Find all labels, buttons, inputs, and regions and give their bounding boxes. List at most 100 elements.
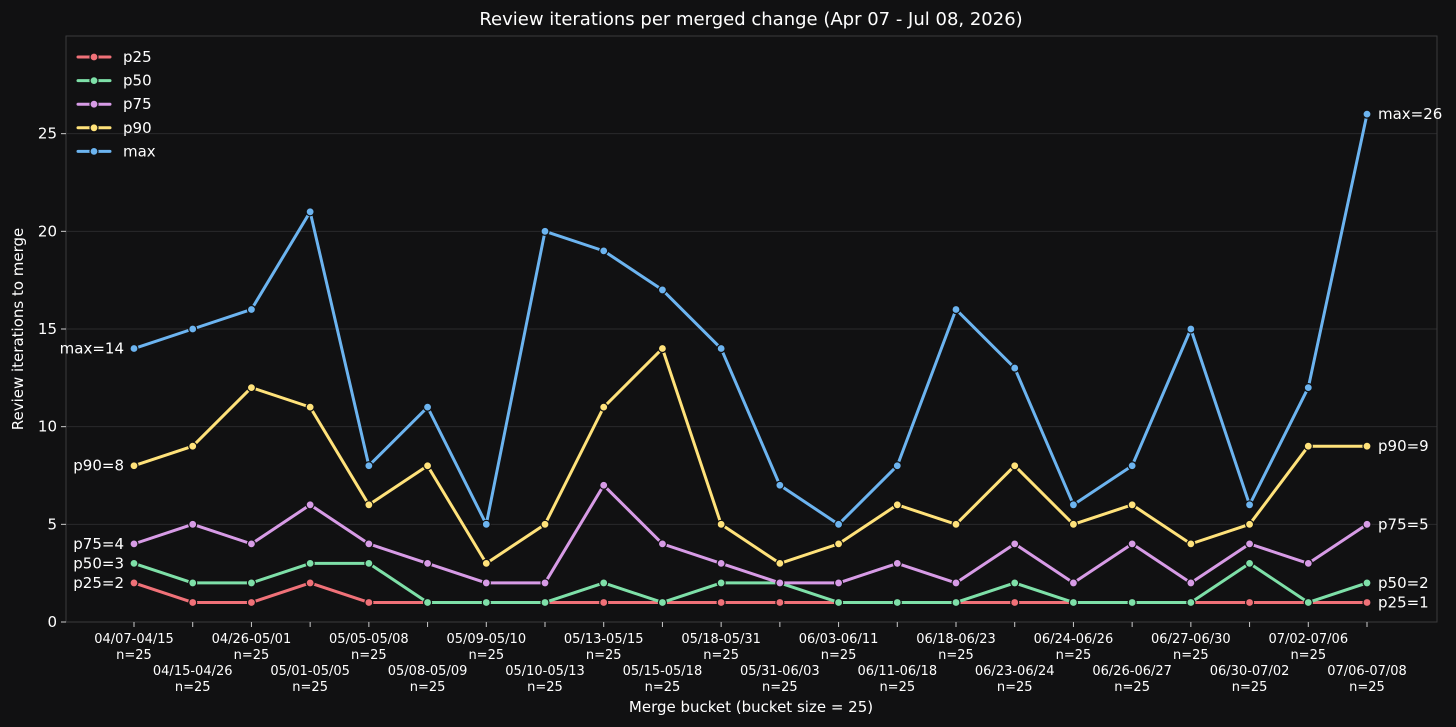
data-point-max	[188, 324, 198, 334]
x-tick-count: n=25	[879, 680, 915, 695]
data-point-p50	[951, 597, 961, 608]
x-tick-label: 06/26-06/27	[1092, 664, 1172, 679]
data-point-p50	[246, 578, 257, 588]
data-point-p90	[599, 402, 609, 412]
data-point-p50	[1362, 578, 1372, 588]
series-p75	[129, 480, 1372, 588]
data-point-max	[305, 207, 315, 217]
legend-item-p25: p25	[76, 48, 152, 66]
x-tick-label: 05/10-05/13	[505, 664, 585, 679]
data-point-p90	[1127, 500, 1137, 510]
x-tick-label: 05/15-05/18	[623, 664, 703, 679]
data-point-p50	[1010, 578, 1020, 588]
data-point-p75	[188, 519, 198, 529]
data-point-p90	[951, 519, 961, 529]
data-point-max	[1127, 461, 1137, 471]
x-tick-label: 05/31-06/03	[740, 664, 820, 679]
data-point-p75	[1362, 519, 1372, 529]
data-point-p50	[1186, 597, 1196, 608]
legend-label: p90	[123, 119, 152, 137]
data-point-p75	[833, 578, 844, 588]
y-tick-label: 15	[38, 320, 57, 338]
x-tick-count: n=25	[292, 680, 328, 695]
x-tick-label: 06/18-06/23	[916, 632, 996, 647]
data-point-max	[951, 304, 961, 315]
data-point-p90	[188, 441, 198, 451]
data-point-p90	[1362, 441, 1372, 451]
x-axis-title: Merge bucket (bucket size = 25)	[629, 698, 873, 716]
x-tick-label: 04/26-05/01	[212, 632, 292, 647]
data-point-max	[1186, 324, 1196, 334]
x-tick-label: 06/23-06/24	[975, 664, 1055, 679]
legend-item-p50: p50	[76, 72, 152, 90]
start-label-p90: p90=8	[73, 457, 124, 475]
data-point-p50	[1303, 597, 1313, 608]
legend-marker	[89, 52, 99, 62]
legend-label: p75	[123, 95, 152, 113]
x-tick-label: 07/06-07/08	[1327, 664, 1407, 679]
legend-label: max	[123, 142, 156, 160]
start-label-p25: p25=2	[73, 574, 124, 592]
data-point-p25	[246, 597, 257, 608]
series-p90	[129, 343, 1372, 569]
data-point-p25	[364, 597, 374, 608]
x-tick-label: 07/02-07/06	[1268, 632, 1348, 647]
data-point-p90	[364, 500, 374, 510]
data-point-max	[1303, 383, 1313, 393]
y-tick-label: 0	[47, 613, 57, 631]
chart-title: Review iterations per merged change (Apr…	[479, 9, 1022, 30]
data-point-max	[833, 519, 844, 529]
data-point-p75	[1068, 578, 1079, 588]
data-point-p25	[775, 597, 785, 608]
legend-marker	[89, 146, 99, 156]
legend-marker	[89, 123, 99, 133]
x-tick-label: 06/03-06/11	[799, 632, 879, 647]
start-label-p50: p50=3	[73, 554, 124, 572]
x-tick-count: n=25	[1349, 680, 1385, 695]
data-point-p75	[129, 539, 139, 549]
data-point-p90	[422, 461, 433, 471]
legend-item-max: max	[76, 142, 156, 160]
data-point-p50	[716, 578, 726, 588]
series-max	[129, 109, 1372, 529]
end-label-p25: p25=1	[1378, 593, 1429, 611]
end-labels: p25=2 p25=1 p50=3 p50=2 p75=4 p75=5 p90=8 p90=9…	[60, 105, 1443, 611]
start-label-p75: p75=4	[73, 535, 124, 553]
series-line-max	[132, 112, 1369, 526]
data-point-p75	[1186, 578, 1196, 588]
y-axis-title: Review iterations to merge	[9, 228, 27, 431]
data-point-max	[1010, 363, 1020, 373]
x-tick-label: 04/15-04/26	[153, 664, 233, 679]
x-tick-count: n=25	[586, 648, 622, 663]
data-point-max	[422, 402, 433, 412]
x-tick-count: n=25	[703, 648, 739, 663]
x-tick-label: 06/11-06/18	[857, 664, 937, 679]
legend-marker	[89, 75, 99, 86]
x-tick-count: n=25	[1232, 680, 1268, 695]
data-point-p90	[833, 539, 844, 549]
data-point-p50	[1068, 597, 1079, 608]
x-tick-label: 05/01-05/05	[270, 664, 350, 679]
x-tick-count: n=25	[997, 680, 1033, 695]
data-point-max	[246, 304, 257, 315]
data-point-p90	[246, 383, 257, 393]
data-point-p50	[1244, 558, 1255, 569]
y-tick-label: 10	[38, 418, 57, 436]
data-point-p25	[305, 578, 315, 588]
data-point-p90	[892, 500, 902, 510]
data-point-max	[716, 343, 726, 354]
data-point-p25	[188, 597, 198, 608]
data-point-p50	[599, 578, 609, 588]
data-point-p75	[481, 578, 491, 588]
data-point-p75	[1127, 539, 1137, 549]
x-tick-count: n=25	[410, 680, 446, 695]
data-point-p75	[1010, 539, 1020, 549]
end-label-max: max=26	[1378, 105, 1442, 123]
data-point-p75	[1303, 558, 1313, 569]
data-point-p50	[833, 597, 844, 608]
legend-marker	[89, 99, 99, 109]
data-point-p25	[599, 597, 609, 608]
data-point-p90	[305, 402, 315, 412]
data-point-p90	[129, 461, 139, 471]
x-tick-label: 06/24-06/26	[1034, 632, 1114, 647]
